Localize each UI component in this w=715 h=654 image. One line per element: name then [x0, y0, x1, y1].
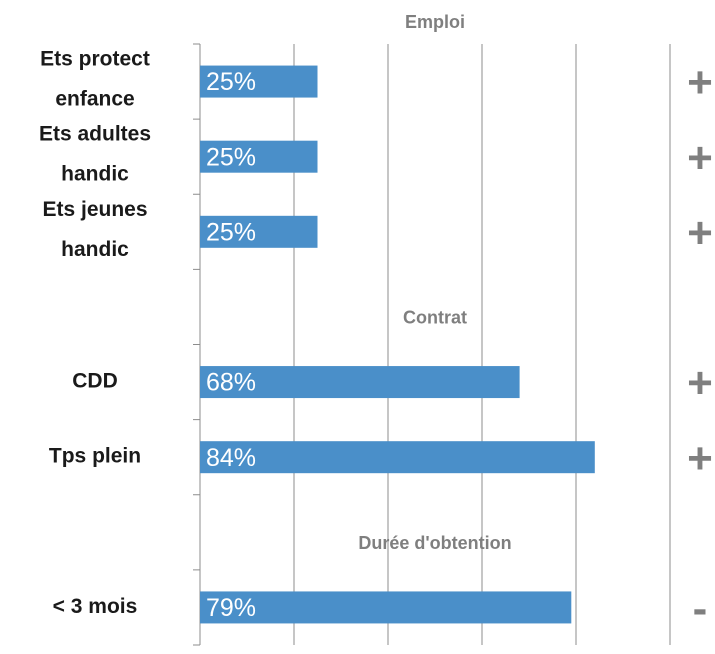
bar	[200, 140, 318, 173]
sign: +	[687, 133, 713, 182]
category-label: Ets protect enfance	[40, 47, 150, 110]
bar	[200, 441, 595, 474]
value-label: 68%	[206, 369, 256, 397]
bar	[200, 215, 318, 248]
value-label: 25%	[206, 68, 256, 96]
sign: +	[687, 359, 713, 408]
category-label: Ets adultes handic	[39, 122, 151, 185]
sign: +	[687, 434, 713, 483]
bar	[200, 366, 520, 399]
sign: +	[687, 208, 713, 257]
bar	[200, 591, 572, 624]
section-title: Contrat	[403, 308, 467, 328]
sign: -	[693, 584, 708, 633]
value-label: 25%	[206, 218, 256, 246]
section-title: Emploi	[405, 12, 465, 32]
value-label: 25%	[206, 143, 256, 171]
bar	[200, 65, 318, 98]
category-label: < 3 mois	[53, 595, 138, 618]
value-label: 84%	[206, 444, 256, 472]
section-title: Durée d'obtention	[358, 533, 511, 553]
category-label: CDD	[72, 370, 118, 393]
category-label: Tps plein	[49, 445, 141, 468]
sign: +	[687, 58, 713, 107]
category-label: Ets jeunes handic	[42, 197, 147, 260]
value-label: 79%	[206, 594, 256, 622]
